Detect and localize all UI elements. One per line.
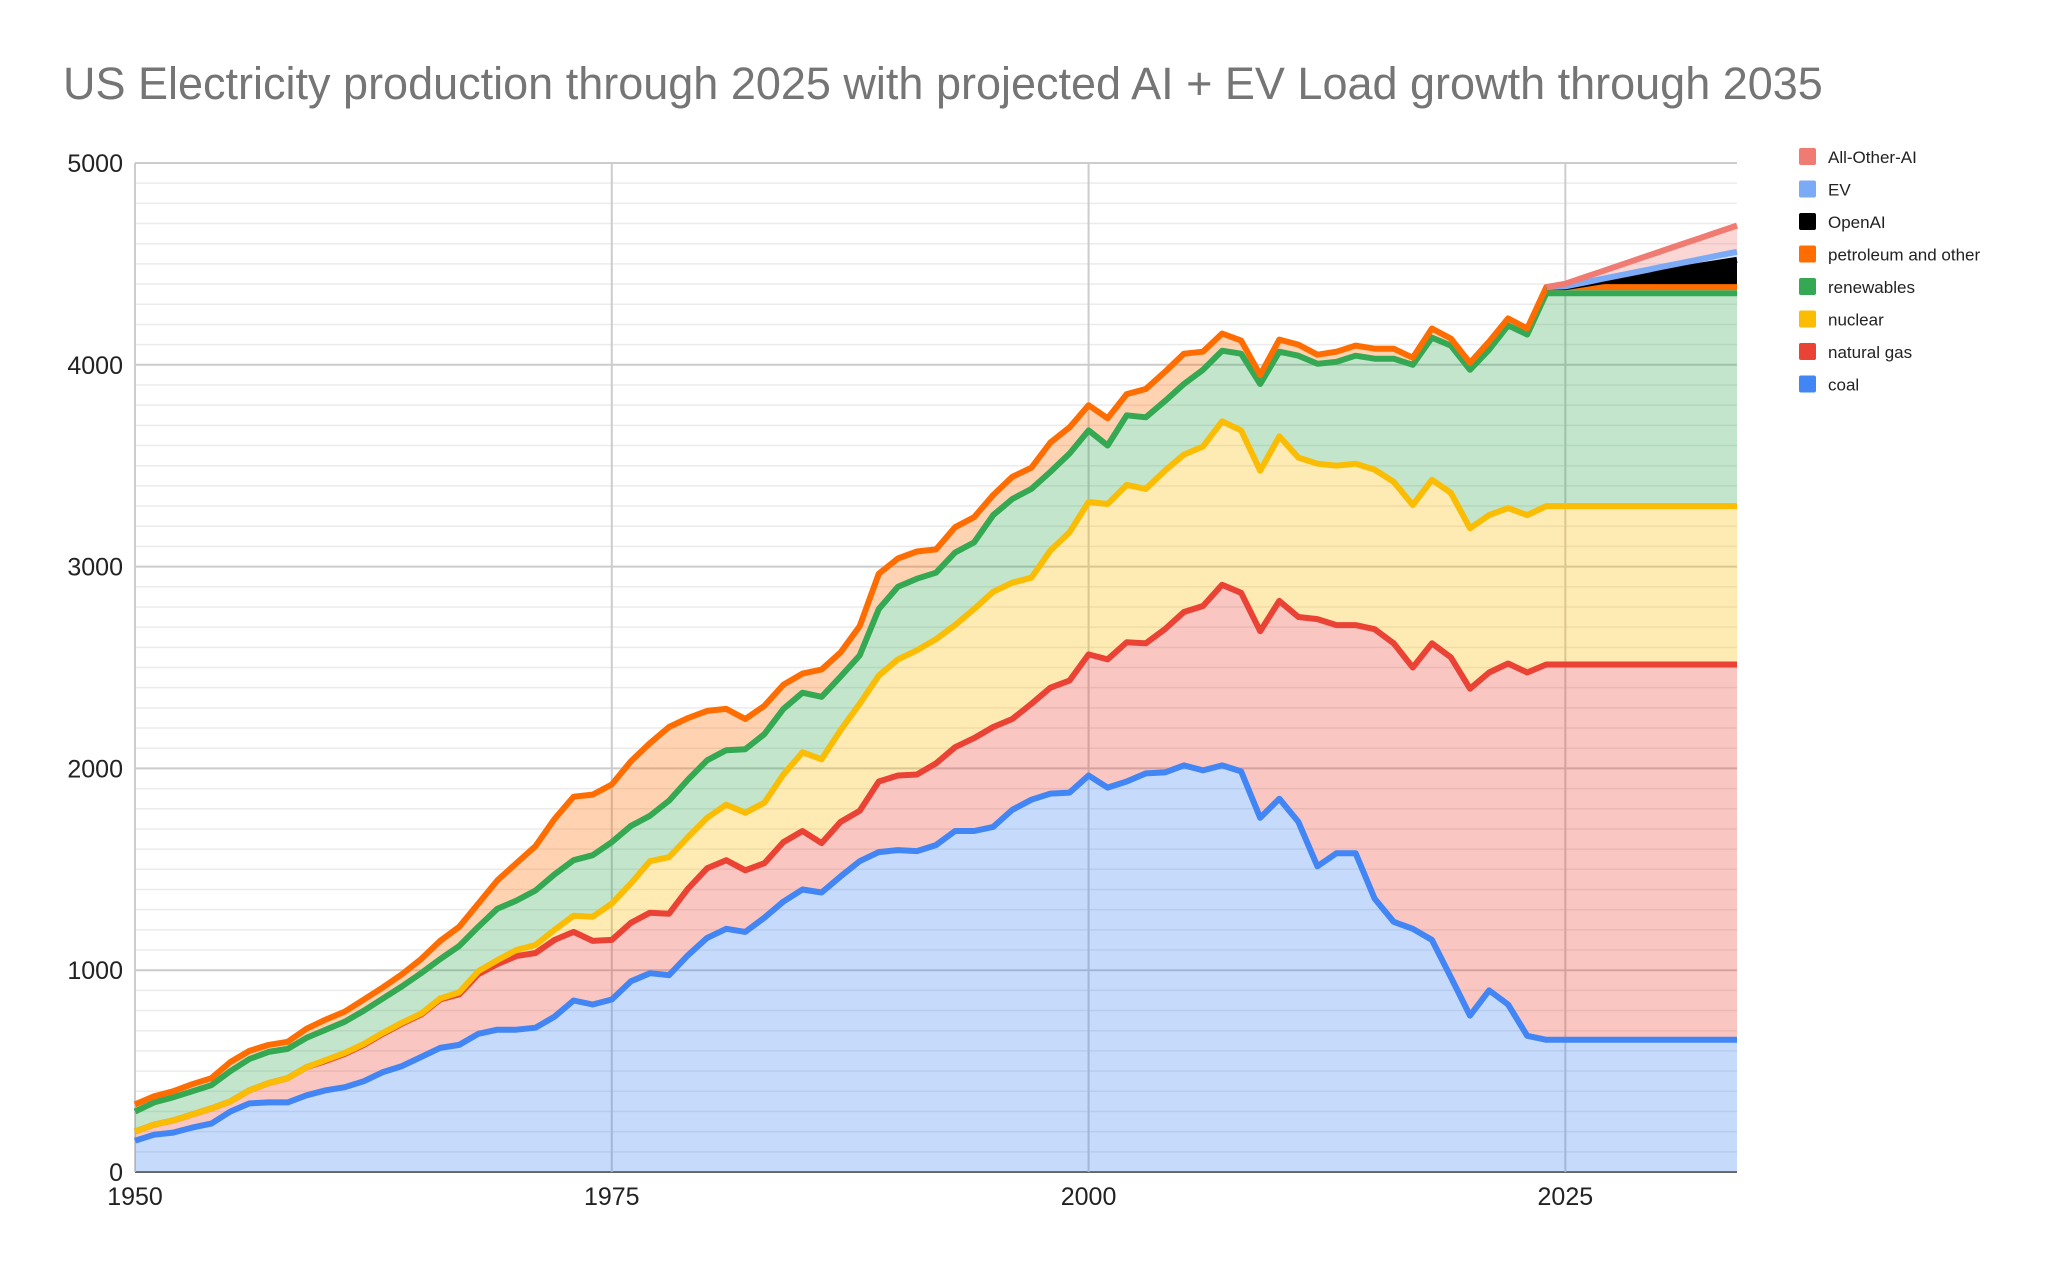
legend-item: OpenAI bbox=[1799, 213, 1886, 232]
legend-label: renewables bbox=[1828, 278, 1915, 297]
legend-item: coal bbox=[1799, 375, 1859, 395]
legend-item: All-Other-AI bbox=[1799, 148, 1917, 167]
legend-swatch bbox=[1799, 343, 1816, 360]
chart-title: US Electricity production through 2025 w… bbox=[63, 58, 1823, 109]
legend-label: natural gas bbox=[1828, 343, 1912, 362]
series-lines bbox=[133, 222, 1738, 1144]
legend-swatch bbox=[1799, 245, 1816, 263]
legend-swatch bbox=[1799, 375, 1816, 393]
legend: All-Other-AI EV OpenAI petroleum and other r… bbox=[1799, 148, 1980, 395]
y-tick-label: 5000 bbox=[67, 150, 123, 178]
y-tick-label: 1000 bbox=[67, 957, 123, 985]
x-tick-label: 2025 bbox=[1538, 1183, 1594, 1211]
line-ev bbox=[1546, 248, 1738, 291]
legend-swatch bbox=[1799, 310, 1816, 328]
line-all-other-ai bbox=[1545, 222, 1738, 291]
legend-label: All-Other-AI bbox=[1828, 148, 1917, 167]
y-tick-label: 2000 bbox=[67, 755, 123, 783]
legend-label: petroleum and other bbox=[1828, 246, 1980, 265]
legend-swatch bbox=[1799, 278, 1816, 295]
legend-swatch bbox=[1799, 148, 1816, 165]
gridlines bbox=[134, 162, 1737, 1173]
legend-item: renewables bbox=[1799, 278, 1915, 297]
legend-item: petroleum and other bbox=[1799, 245, 1980, 265]
area-renewables bbox=[135, 293, 1737, 1132]
legend-label: coal bbox=[1828, 376, 1859, 395]
x-tick-label: 2000 bbox=[1061, 1183, 1117, 1211]
legend-item: natural gas bbox=[1799, 343, 1912, 362]
line-coal bbox=[134, 762, 1737, 1144]
y-tick-label: 3000 bbox=[67, 554, 123, 582]
y-tick-label: 0 bbox=[109, 1159, 123, 1187]
area-nuclear bbox=[135, 421, 1737, 1132]
area-coal bbox=[135, 765, 1737, 1172]
legend-label: nuclear bbox=[1828, 311, 1884, 330]
legend-swatch bbox=[1799, 180, 1816, 198]
y-tick-label: 4000 bbox=[67, 352, 123, 380]
x-tick-label: 1975 bbox=[584, 1183, 640, 1211]
legend-label: EV bbox=[1828, 181, 1851, 200]
line-renewables bbox=[133, 290, 1737, 1115]
legend-label: OpenAI bbox=[1828, 213, 1886, 232]
axes: 0 1000 2000 3000 4000 5000 1950 1975 2000 2025 bbox=[67, 150, 1593, 1211]
x-tick-label: 1950 bbox=[107, 1183, 163, 1211]
line-nuclear bbox=[133, 418, 1737, 1135]
series-areas bbox=[135, 225, 1737, 1172]
legend-item: nuclear bbox=[1799, 310, 1884, 330]
area-natural-gas bbox=[135, 584, 1737, 1141]
line-petroleum-and-other bbox=[133, 284, 1737, 1108]
legend-swatch bbox=[1799, 213, 1816, 230]
legend-item: EV bbox=[1799, 180, 1851, 200]
